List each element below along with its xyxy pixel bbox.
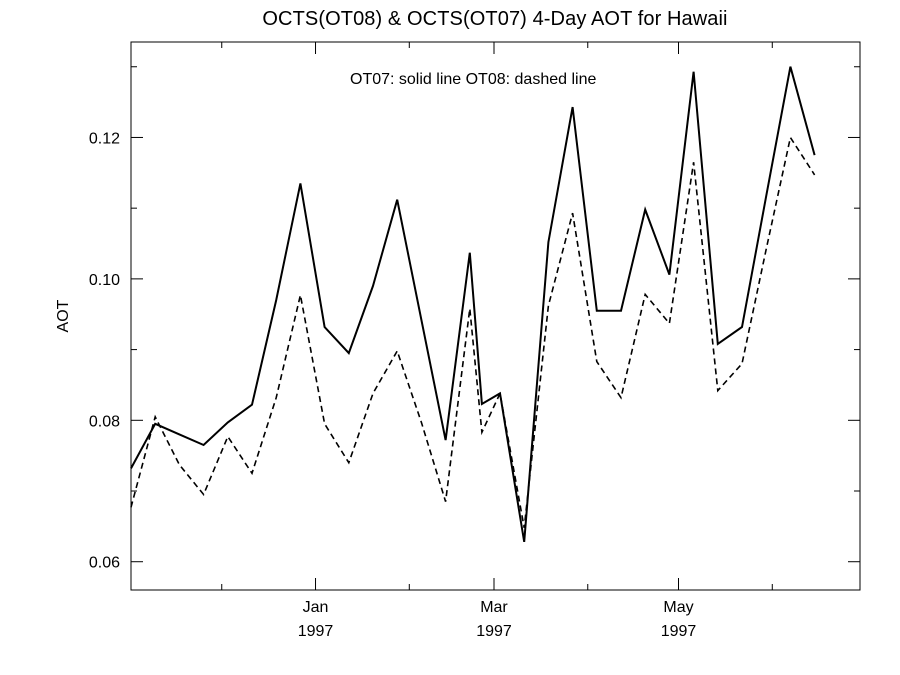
- y-tick-label: 0.08: [89, 413, 120, 430]
- y-tick-label: 0.12: [89, 130, 120, 147]
- x-tick-label-month: Jan: [303, 599, 329, 616]
- y-tick-label: 0.10: [89, 272, 120, 289]
- x-tick-label-month: May: [663, 599, 693, 616]
- axes: 0.06 0.08 0.10 0.12 Jan 1997 Mar 1997 May 1997: [89, 41, 861, 640]
- x-tick-label-year: 1997: [661, 623, 697, 640]
- series-ot07-line: [130, 66, 816, 543]
- series-group: [130, 66, 816, 543]
- x-tick-label-year: 1997: [476, 623, 512, 640]
- plot-frame: [130, 41, 861, 591]
- x-tick-label-year: 1997: [298, 623, 334, 640]
- line-style-legend: OT07: solid line OT08: dashed line: [350, 71, 597, 88]
- x-tick-label-month: Mar: [480, 599, 508, 616]
- chart-title: OCTS(OT08) & OCTS(OT07) 4-Day AOT for Ha…: [262, 8, 728, 30]
- series-ot08-line: [130, 135, 816, 528]
- y-tick-label: 0.06: [89, 555, 120, 572]
